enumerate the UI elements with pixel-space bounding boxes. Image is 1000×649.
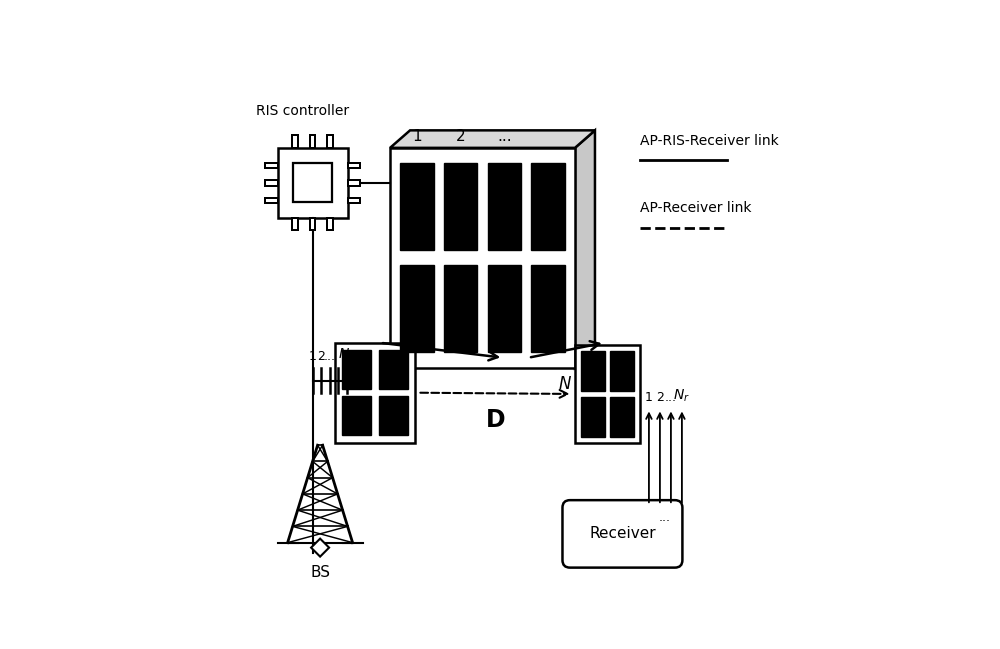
Bar: [292, 135, 298, 148]
Text: AP-RIS-Receiver link: AP-RIS-Receiver link: [640, 134, 779, 148]
Bar: [348, 162, 360, 168]
Bar: [400, 164, 434, 250]
Bar: [488, 265, 521, 352]
Text: ...: ...: [659, 511, 671, 524]
Text: Receiver: Receiver: [589, 526, 656, 541]
Text: AP-Receiver link: AP-Receiver link: [640, 201, 751, 215]
Text: $N$: $N$: [558, 375, 572, 393]
Bar: [310, 135, 315, 148]
Bar: [310, 218, 315, 230]
Text: 1: 1: [412, 129, 422, 144]
Text: ...: ...: [497, 129, 512, 144]
Text: 1: 1: [645, 391, 653, 404]
Bar: [444, 265, 477, 352]
Bar: [278, 148, 348, 218]
Bar: [265, 162, 278, 168]
Polygon shape: [311, 539, 329, 557]
Bar: [327, 135, 333, 148]
Text: RIS controller: RIS controller: [256, 104, 349, 118]
Bar: [292, 218, 298, 230]
Bar: [265, 180, 278, 186]
Polygon shape: [390, 130, 595, 148]
Bar: [379, 350, 408, 389]
Text: $\mathbf{R}$: $\mathbf{R}$: [541, 283, 561, 307]
Polygon shape: [575, 130, 595, 368]
Text: ...: ...: [665, 391, 677, 404]
Text: $\mathbf{T}$: $\mathbf{T}$: [409, 278, 427, 302]
Bar: [581, 351, 605, 391]
Bar: [335, 343, 415, 443]
Text: 2: 2: [317, 350, 325, 363]
Text: 1: 1: [309, 350, 317, 363]
FancyBboxPatch shape: [562, 500, 682, 568]
Bar: [348, 180, 360, 186]
Text: $\mathbf{D}$: $\mathbf{D}$: [485, 408, 505, 432]
Text: $N_t$: $N_t$: [338, 347, 355, 363]
Text: 2: 2: [656, 391, 664, 404]
Bar: [610, 351, 634, 391]
Bar: [265, 197, 278, 203]
Text: ...: ...: [324, 350, 336, 363]
Bar: [400, 265, 434, 352]
Text: 2: 2: [456, 129, 465, 144]
Bar: [342, 350, 371, 389]
Bar: [327, 218, 333, 230]
Bar: [342, 397, 371, 435]
Bar: [531, 164, 565, 250]
Bar: [575, 345, 640, 443]
Bar: [379, 397, 408, 435]
Bar: [293, 164, 332, 202]
Bar: [531, 265, 565, 352]
Text: $N_r$: $N_r$: [673, 387, 690, 404]
Bar: [581, 397, 605, 437]
Bar: [444, 164, 477, 250]
Bar: [390, 148, 575, 368]
Text: BS: BS: [310, 565, 330, 580]
Bar: [348, 197, 360, 203]
Bar: [488, 164, 521, 250]
Bar: [610, 397, 634, 437]
